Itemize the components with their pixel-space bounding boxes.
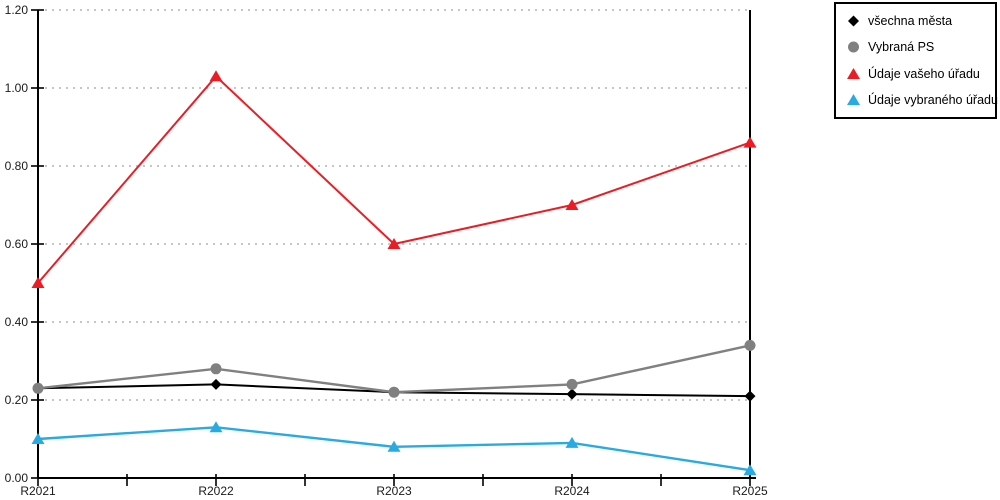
svg-text:R2023: R2023 <box>376 484 412 498</box>
svg-text:R2024: R2024 <box>554 484 590 498</box>
svg-text:R2022: R2022 <box>198 484 234 498</box>
svg-text:R2025: R2025 <box>732 484 768 498</box>
circle-icon <box>846 40 861 54</box>
svg-text:R2021: R2021 <box>20 484 56 498</box>
legend-label: všechna města <box>868 14 953 29</box>
legend-item-vsechna-mesta: všechna města <box>846 14 989 28</box>
svg-text:0.00: 0.00 <box>5 471 29 485</box>
chart-legend: všechna města Vybraná PS Údaje vašeho úř… <box>834 2 998 119</box>
triangle-icon <box>846 67 861 81</box>
legend-label: Údaje vašeho úřadu <box>868 66 980 81</box>
svg-text:1.00: 1.00 <box>5 81 29 95</box>
svg-text:0.80: 0.80 <box>5 159 29 173</box>
svg-text:0.60: 0.60 <box>5 237 29 251</box>
svg-text:0.40: 0.40 <box>5 315 29 329</box>
triangle-icon <box>846 93 861 107</box>
svg-text:1.20: 1.20 <box>5 3 29 17</box>
legend-item-udaje-vybraneho-uradu: Údaje vybraného úřadu <box>846 93 998 107</box>
legend-label: Údaje vybraného úřadu <box>868 92 998 107</box>
legend-item-udaje-vaseho-uradu: Údaje vašeho úřadu <box>846 67 989 81</box>
legend-label: Vybraná PS <box>868 40 935 55</box>
svg-text:0.20: 0.20 <box>5 393 29 407</box>
legend-item-vybrana-ps: Vybraná PS <box>846 40 989 54</box>
diamond-icon <box>846 14 861 28</box>
